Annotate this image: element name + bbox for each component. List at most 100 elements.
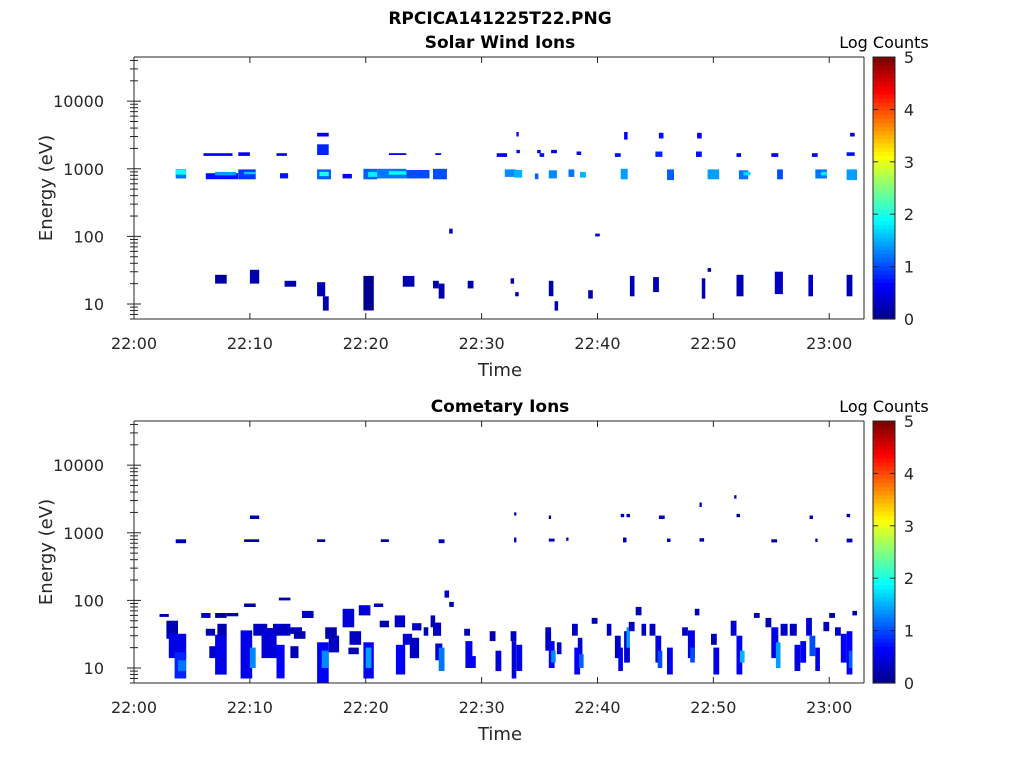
- heatmap-cell: [319, 171, 329, 177]
- colorbar-segment: [873, 200, 895, 205]
- colorbar-segment: [873, 93, 895, 99]
- heatmap-cell: [649, 623, 656, 636]
- heatmap-cell: [516, 132, 519, 137]
- panel-title: Solar Wind Ions: [425, 33, 576, 53]
- heatmap-cell: [249, 515, 260, 519]
- heatmap-cell: [317, 539, 326, 542]
- y-tick-label: 10: [84, 659, 104, 678]
- heatmap-cell: [821, 171, 827, 176]
- heatmap-cells: [159, 495, 857, 683]
- heatmap-cell: [240, 630, 253, 679]
- colorbar-segment: [873, 73, 895, 79]
- colorbar-segment: [873, 261, 895, 267]
- colorbar-segment: [873, 466, 895, 471]
- colorbar-segment: [873, 155, 895, 160]
- heatmap-cell: [614, 635, 621, 659]
- colorbar-segment: [873, 302, 895, 308]
- colorbar-segment: [873, 498, 895, 504]
- heatmap-cell: [846, 513, 851, 518]
- colorbar-tick-label: 0: [904, 310, 914, 329]
- y-tick-label: 10000: [53, 456, 104, 475]
- heatmap-cell: [435, 153, 442, 155]
- heatmap-cell: [568, 169, 575, 177]
- colorbar-segment: [873, 646, 895, 651]
- x-axis-label: Time: [477, 724, 522, 745]
- heatmap-cell: [736, 635, 743, 675]
- colorbar-segment: [873, 245, 895, 250]
- colorbar-segment: [873, 674, 895, 680]
- colorbar-segment: [873, 253, 895, 259]
- colorbar-segment: [873, 179, 895, 185]
- y-tick-label: 100: [73, 591, 104, 610]
- heatmap-cell: [623, 537, 627, 543]
- heatmap-cell: [175, 539, 187, 544]
- colorbar-tick-label: 4: [904, 100, 914, 119]
- colorbar-segment: [873, 564, 895, 569]
- heatmap-cell: [753, 613, 760, 618]
- colorbar-segment: [873, 81, 895, 87]
- heatmap-cell: [657, 650, 663, 668]
- heatmap-cell: [667, 538, 671, 542]
- heatmap-cell: [317, 282, 326, 297]
- colorbar-segment: [873, 519, 895, 524]
- y-tick-label: 10: [84, 295, 104, 314]
- heatmap-cell: [809, 635, 816, 657]
- colorbar: 0 1 2 3 4 5: [872, 412, 914, 693]
- heatmap-cell: [848, 650, 853, 668]
- heatmap-cell: [504, 169, 517, 177]
- heatmap-cell: [777, 169, 783, 180]
- x-tick-label: 22:50: [690, 698, 736, 717]
- heatmap-cell: [284, 280, 297, 287]
- heatmap-cell: [829, 613, 835, 618]
- heatmap-cell: [168, 633, 187, 659]
- heatmap-cell: [574, 647, 581, 675]
- colorbar-segment: [873, 65, 895, 70]
- heatmap-cell: [293, 631, 306, 639]
- heatmap-cell: [514, 170, 523, 178]
- x-tick-label: 22:10: [227, 698, 273, 717]
- heatmap-cell: [697, 132, 702, 139]
- colorbar-segment: [873, 159, 895, 165]
- heatmap-cell: [740, 650, 745, 663]
- colorbar-segment: [873, 511, 895, 516]
- colorbar-segment: [873, 122, 895, 128]
- y-tick-label: 1000: [63, 160, 104, 179]
- heatmap-cell: [423, 627, 429, 636]
- colorbar-segment: [873, 134, 895, 140]
- heatmap-cell: [850, 132, 855, 137]
- colorbar-segment: [873, 560, 895, 565]
- colorbar-segment: [873, 605, 895, 610]
- colorbar-segment: [873, 126, 895, 132]
- heatmap-cell: [736, 513, 740, 518]
- heatmap-cell: [775, 642, 781, 668]
- colorbar-segment: [873, 306, 895, 312]
- colorbar-segment: [873, 433, 895, 438]
- heatmap-cell: [794, 644, 801, 671]
- heatmap-cell: [736, 153, 742, 157]
- heatmap-cell: [388, 153, 407, 155]
- heatmap-cell: [595, 233, 600, 237]
- heatmap-cell: [620, 513, 625, 518]
- heatmap-cell: [690, 647, 695, 663]
- heatmap-cell: [412, 623, 422, 631]
- colorbar-segment: [873, 470, 895, 475]
- colorbar-tick-label: 3: [904, 517, 914, 536]
- colorbar-segment: [873, 478, 895, 483]
- heatmap-cell: [554, 301, 559, 311]
- colorbar-segment: [873, 621, 895, 627]
- heatmap-cell: [430, 615, 436, 628]
- colorbar-segment: [873, 494, 895, 500]
- colorbar-segment: [873, 449, 895, 455]
- heatmap-cell: [217, 623, 227, 636]
- heatmap-cell: [655, 151, 663, 157]
- heatmap-cell: [373, 603, 384, 607]
- heatmap-cell: [658, 515, 665, 519]
- colorbar-segment: [873, 118, 895, 124]
- colorbar-segment: [873, 637, 895, 643]
- colorbar-segment: [873, 286, 895, 291]
- colorbar-segment: [873, 85, 895, 91]
- heatmap-cell: [514, 537, 517, 543]
- colorbar-segment: [873, 220, 895, 226]
- colorbar-tick-label: 3: [904, 153, 914, 172]
- heatmap-cell: [244, 603, 256, 607]
